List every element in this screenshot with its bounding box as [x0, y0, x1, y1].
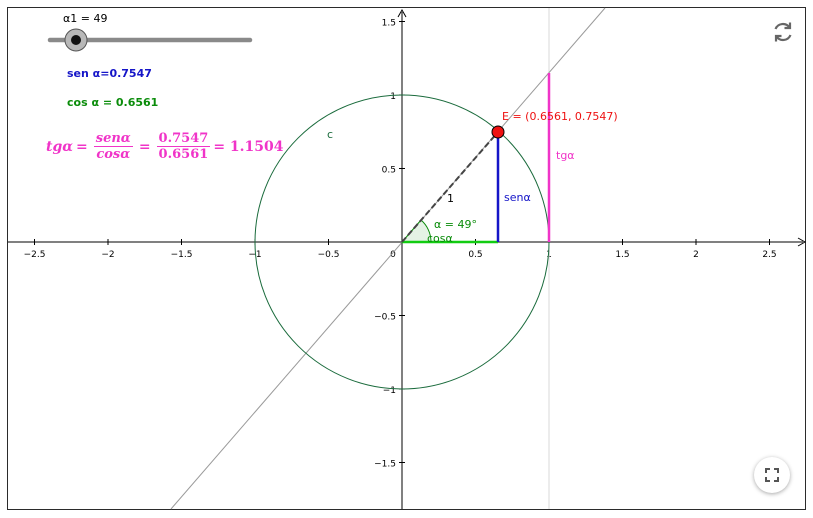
reset-button[interactable] [769, 18, 797, 46]
fraction-ratio: senα cosα [93, 131, 133, 162]
y-tick-label: −1.5 [374, 460, 396, 470]
x-tick-label: 2.5 [762, 250, 776, 260]
x-tick-label: 0.5 [468, 250, 482, 260]
x-tick-label: 1.5 [615, 250, 629, 260]
tg-label: tgα [556, 149, 575, 162]
radius-segment[interactable] [401, 131, 499, 243]
slider-label: α1 = 49 [63, 12, 108, 25]
x-tick-label: −2.5 [24, 250, 46, 260]
fraction-values: 0.7547 0.6561 [156, 131, 211, 162]
y-tick-label: 0.5 [382, 166, 396, 176]
cos-label: cosα [427, 232, 453, 245]
fraction-values-num: 0.7547 [156, 131, 211, 147]
fraction-values-den: 0.6561 [158, 147, 209, 162]
y-tick-label: −0.5 [374, 313, 396, 323]
x-axis-arrow [797, 237, 807, 247]
x-tick-label: 0 [390, 250, 396, 260]
fullscreen-button[interactable] [754, 457, 790, 493]
slider-handle[interactable] [71, 35, 81, 45]
fraction-ratio-den: cosα [96, 147, 131, 162]
sin-value-text: sen α=0.7547 [67, 67, 152, 80]
sen-label: senα [504, 191, 531, 204]
formula-equals-2: = [138, 138, 151, 155]
graphics-view-frame [7, 7, 806, 510]
x-tick-label: −0.5 [318, 250, 340, 260]
fullscreen-icon [765, 468, 779, 482]
formula-equals-1: = [76, 138, 88, 155]
formula-result: = 1.1504 [213, 138, 284, 155]
point-e-label: E = (0.6561, 0.7547) [502, 110, 618, 123]
tangent-formula: tgα = senα cosα = 0.7547 0.6561 = 1.1504 [46, 131, 284, 162]
y-axis-ticks: 1.5 1 0.5 −0.5 −1 −1.5 [374, 19, 405, 470]
y-tick-label: −1 [383, 386, 396, 396]
y-tick-label: 1 [390, 92, 396, 102]
x-tick-label: 2 [693, 250, 699, 260]
y-tick-label: 1.5 [382, 19, 396, 29]
radius-extension-line [170, 7, 606, 510]
angle-label: α = 49° [434, 218, 477, 231]
x-tick-label: −2 [101, 250, 114, 260]
reset-icon [774, 22, 792, 42]
circle-label: c [327, 128, 333, 141]
x-tick-label: −1.5 [171, 250, 193, 260]
point-e[interactable] [491, 125, 505, 139]
radius-label: 1 [447, 192, 454, 205]
y-axis-arrow [397, 8, 407, 18]
fraction-ratio-num: senα [93, 131, 133, 147]
formula-lhs: tgα [46, 138, 74, 155]
x-tick-label: −1 [248, 250, 261, 260]
cos-value-text: cos α = 0.6561 [67, 96, 159, 109]
